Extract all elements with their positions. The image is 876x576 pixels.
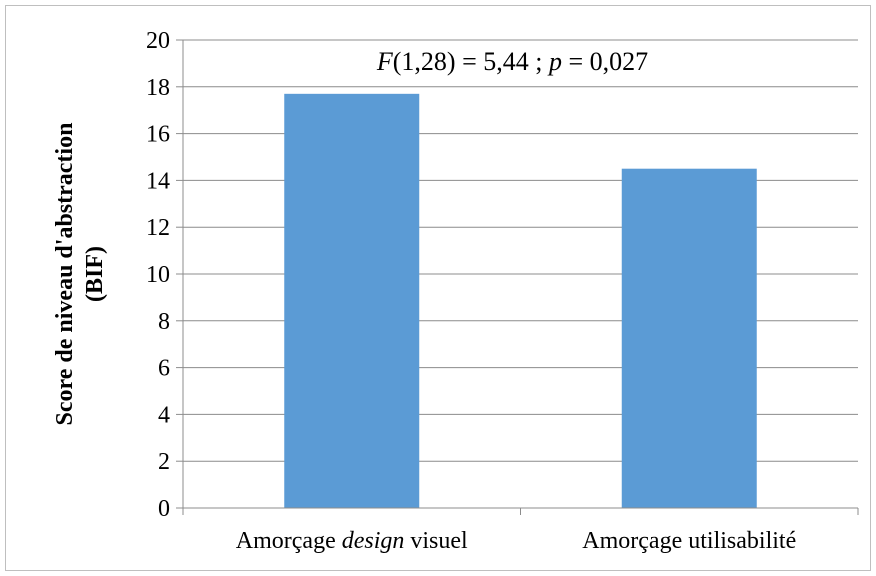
y-axis-label-line: (BIF): [82, 246, 108, 302]
y-axis-label-line: Score de niveau d'abstraction: [52, 123, 78, 426]
x-category-labels: Amorçage design visuel Amorçage utilisabi…: [236, 528, 796, 554]
y-tick-label: 12: [146, 215, 170, 241]
x-category-label: Amorçage design visuel: [236, 528, 468, 554]
bar: [284, 93, 420, 508]
y-tick-label: 10: [146, 262, 170, 288]
y-tick-label: 20: [146, 28, 170, 54]
y-tick-label: 2: [158, 449, 170, 475]
y-tick-label: 8: [158, 309, 170, 335]
y-tick-labels: 0 2 4 6 8 10 12 14 16 18 20: [146, 28, 170, 522]
y-tick-label: 16: [146, 122, 170, 148]
x-category-label: Amorçage utilisabilité: [582, 528, 796, 554]
bar: [621, 168, 757, 508]
y-axis-label: Score de niveau d'abstraction (BIF): [52, 123, 108, 426]
y-tick-label: 14: [146, 168, 170, 194]
bars: [284, 93, 757, 508]
stat-annotation: F(1,28) = 5,44 ; p = 0,027: [376, 47, 648, 76]
axes: [176, 39, 859, 515]
y-tick-label: 4: [158, 402, 170, 428]
y-tick-label: 18: [146, 75, 170, 101]
y-tick-label: 6: [158, 356, 170, 382]
y-tick-label: 0: [158, 496, 170, 522]
